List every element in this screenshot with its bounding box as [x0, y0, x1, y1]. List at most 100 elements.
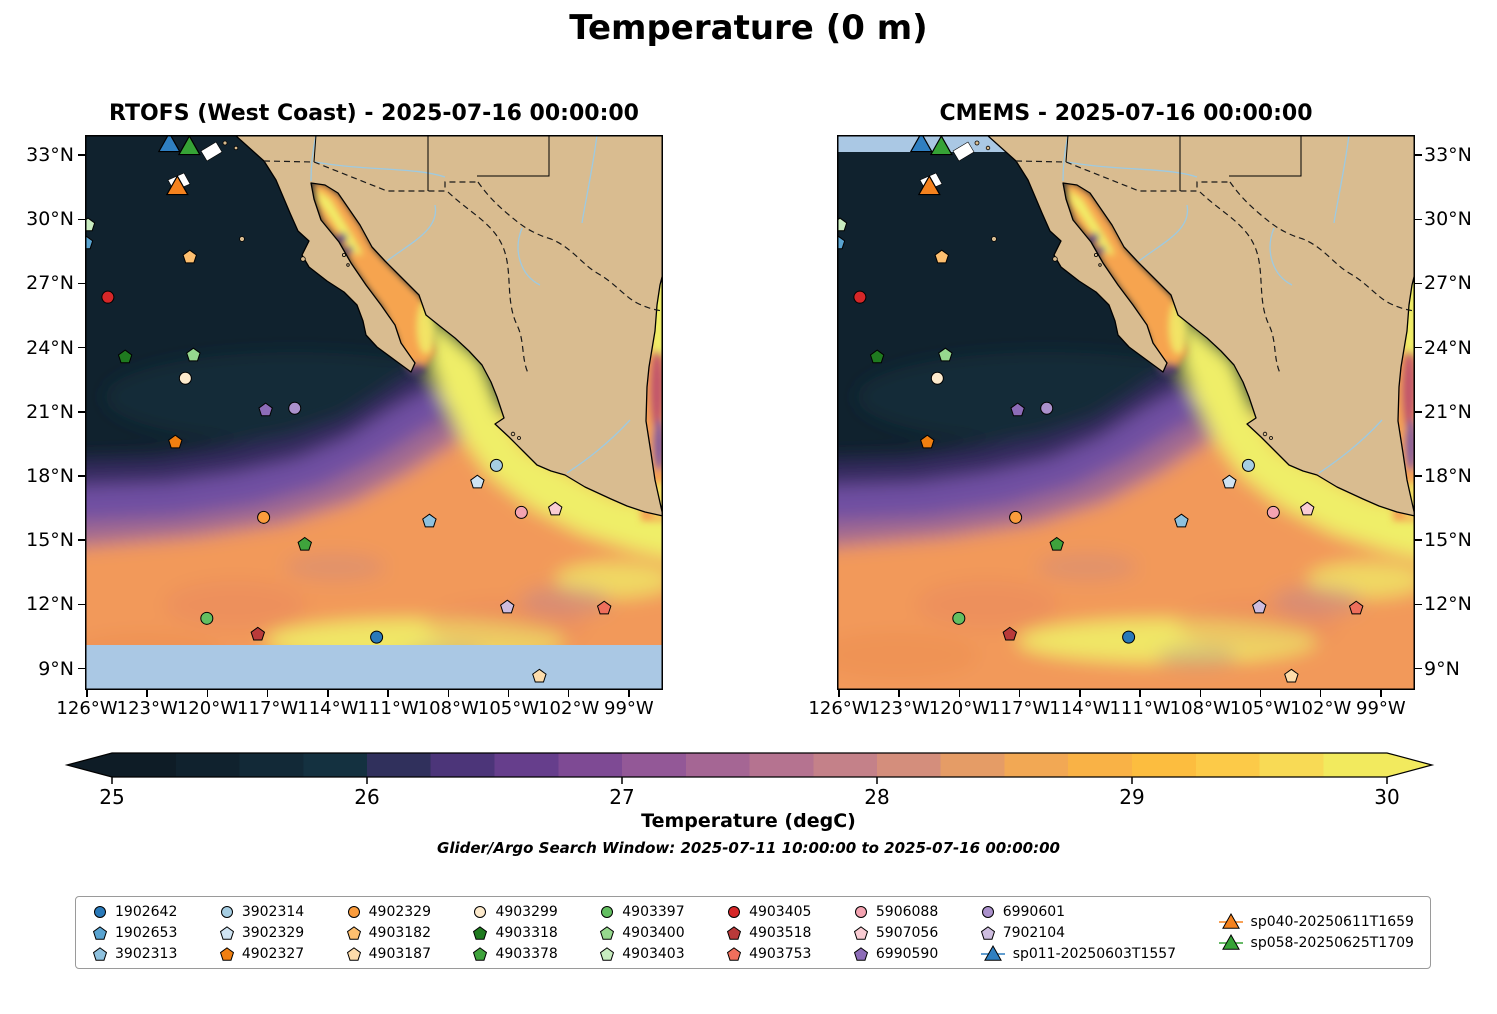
glider-marker-sp058-20250625T1709: [177, 135, 201, 156]
legend-label: 4903378: [495, 945, 558, 962]
panel-title-rtofs: RTOFS (West Coast) - 2025-07-16 00:00:00: [109, 101, 639, 126]
map-frame: [85, 135, 663, 690]
legend-column: 3902314 3902329 4902327: [219, 902, 304, 964]
y-tick-label: 15°N: [26, 529, 74, 552]
y-tick-label: 33°N: [26, 144, 74, 167]
x-tick-label: 105°W: [477, 698, 540, 719]
legend-label: sp040-20250611T1659: [1250, 914, 1414, 930]
legend-column: 6990601 7902104 sp011-20250603T1557: [980, 902, 1176, 964]
float-marker-1902642: [1122, 630, 1136, 644]
colorbar: [47, 751, 1440, 785]
legend-item-3902313: 3902313: [92, 944, 177, 964]
legend-label: 4903318: [495, 924, 558, 941]
float-marker-7902104: [1252, 599, 1267, 614]
y-tick: [1415, 539, 1422, 541]
x-tick-label: 102°W: [538, 698, 600, 719]
x-tick: [567, 690, 570, 697]
float-marker-4903318: [869, 349, 885, 364]
x-tick: [266, 690, 269, 697]
colorbar-tick-label: 25: [99, 785, 125, 809]
float-marker-3902329: [1222, 474, 1237, 489]
y-tick-label: 18°N: [1424, 465, 1472, 488]
float-marker-3902329: [470, 474, 485, 489]
x-tick: [1139, 690, 1141, 697]
x-tick-label: 99°W: [1356, 698, 1406, 719]
y-tick-label: 24°N: [26, 336, 74, 359]
legend-label: 5906088: [875, 903, 939, 920]
float-marker-4903378: [297, 536, 313, 551]
float-marker-3902313: [422, 513, 437, 528]
y-tick-label: 30°N: [1424, 208, 1472, 231]
legend-item-5906088: 5906088: [853, 902, 938, 922]
legend-item-3902314: 3902314: [219, 902, 304, 922]
legend-label: 4903299: [495, 903, 558, 920]
x-tick: [838, 690, 840, 697]
map-frame: [837, 135, 1415, 690]
legend-column: 5906088 5907056 6990590: [853, 902, 938, 964]
legend-label: sp011-20250603T1557: [1012, 945, 1177, 962]
legend-item-3902329: 3902329: [219, 923, 304, 943]
x-tick-label: 108°W: [1169, 698, 1231, 719]
x-tick: [447, 690, 449, 697]
x-tick: [628, 690, 630, 697]
pentagon-legend-marker: [346, 946, 361, 961]
x-tick-label: 111°W: [1109, 698, 1171, 719]
x-tick-label: 111°W: [357, 698, 419, 719]
legend-label: 4903400: [622, 924, 685, 941]
glider-marker-sp011-20250603T1557: [909, 135, 933, 153]
float-marker-4903299: [930, 371, 944, 385]
legend-label: 7902104: [1002, 924, 1066, 941]
legend-label: 1902642: [115, 903, 178, 920]
pentagon-legend-marker: [92, 946, 108, 961]
float-marker-4903403: [837, 217, 848, 232]
legend-label: 4903405: [749, 903, 812, 920]
panel-title-cmems: CMEMS - 2025-07-16 00:00:00: [939, 101, 1313, 126]
pentagon-legend-marker: [219, 946, 234, 961]
colorbar-tick-label: 29: [1119, 785, 1145, 809]
float-marker-7902104: [500, 599, 515, 614]
float-marker-1902642: [370, 630, 384, 644]
y-tick: [78, 411, 85, 413]
legend-item-sp011-20250603T1557: sp011-20250603T1557: [980, 944, 1176, 964]
y-tick: [1415, 603, 1422, 606]
colorbar-tick-label: 26: [354, 785, 380, 809]
circle-legend-marker: [981, 905, 994, 918]
legend-item-4903182: 4903182: [346, 923, 431, 943]
pentagon-legend-marker: [727, 925, 742, 940]
legend-item-6990590: 6990590: [853, 944, 938, 964]
float-marker-4902329: [257, 510, 271, 524]
y-tick-label: 18°N: [26, 465, 74, 488]
legend-label: 3902314: [241, 903, 305, 920]
float-marker-3902313: [1174, 513, 1189, 528]
pentagon-legend-marker: [219, 925, 234, 940]
legend-column: 4903299 4903318 4903378: [472, 902, 558, 964]
x-tick: [1319, 690, 1322, 697]
legend-item-4903518: 4903518: [726, 923, 811, 943]
legend-label: 4903187: [368, 945, 431, 962]
glider-legend-marker: [1218, 933, 1243, 950]
float-marker-4903405: [853, 290, 867, 304]
y-tick: [78, 603, 85, 606]
float-marker-4903182: [182, 249, 198, 264]
legend-label: sp058-20250625T1709: [1250, 935, 1414, 951]
y-tick: [78, 218, 85, 221]
y-tick: [78, 475, 85, 477]
y-tick: [78, 154, 85, 156]
float-marker-4902329: [1009, 510, 1023, 524]
legend-label: 4903182: [368, 924, 431, 941]
legend-column: 4903405 4903518 4903753: [726, 902, 811, 964]
legend-item-4903299: 4903299: [472, 902, 558, 922]
float-marker-4903753: [596, 600, 612, 615]
float-marker-6990590: [258, 402, 273, 417]
x-tick-label: 105°W: [1229, 698, 1292, 719]
legend-item-4903753: 4903753: [726, 944, 811, 964]
float-marker-4903400: [938, 347, 953, 362]
legend-column: 4902329 4903182 4903187: [346, 902, 431, 964]
legend-item-4902329: 4902329: [346, 902, 431, 922]
y-tick-label: 12°N: [1424, 593, 1472, 616]
y-tick: [1415, 475, 1422, 477]
pentagon-legend-marker: [473, 946, 488, 961]
legend-item-4903318: 4903318: [472, 923, 558, 943]
legend-item-4903403: 4903403: [599, 944, 685, 964]
x-tick-label: 126°W: [56, 698, 118, 719]
